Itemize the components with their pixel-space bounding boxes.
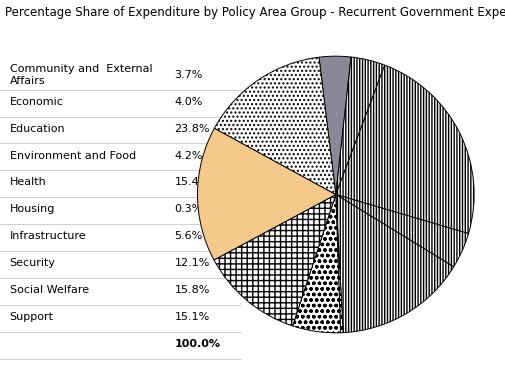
Text: Housing: Housing	[10, 204, 55, 214]
Wedge shape	[336, 57, 385, 195]
Wedge shape	[319, 56, 351, 195]
Wedge shape	[336, 65, 474, 233]
Text: 15.4%: 15.4%	[175, 177, 210, 188]
Text: 3.7%: 3.7%	[175, 70, 203, 80]
Text: 12.1%: 12.1%	[175, 258, 210, 268]
Wedge shape	[336, 195, 469, 267]
Text: Community and  External
Affairs: Community and External Affairs	[10, 64, 153, 86]
Text: Social Welfare: Social Welfare	[10, 285, 89, 295]
Text: Infrastructure: Infrastructure	[10, 231, 86, 241]
Wedge shape	[214, 195, 336, 326]
Wedge shape	[292, 195, 340, 333]
Text: Economic: Economic	[10, 97, 64, 107]
Text: 0.3%: 0.3%	[175, 204, 203, 214]
Text: Percentage Share of Expenditure by Policy Area Group - Recurrent Government Expe: Percentage Share of Expenditure by Polic…	[5, 6, 505, 18]
Text: Environment and Food: Environment and Food	[10, 150, 136, 160]
Text: Security: Security	[10, 258, 56, 268]
Wedge shape	[215, 57, 336, 195]
Text: 100.0%: 100.0%	[175, 339, 221, 349]
Wedge shape	[197, 128, 336, 260]
Text: 15.1%: 15.1%	[175, 312, 210, 322]
Text: 4.0%: 4.0%	[175, 97, 203, 107]
Text: 15.8%: 15.8%	[175, 285, 210, 295]
Text: 5.6%: 5.6%	[175, 231, 203, 241]
Text: Support: Support	[10, 312, 54, 322]
Text: Health: Health	[10, 177, 46, 188]
Text: 4.2%: 4.2%	[175, 150, 203, 160]
Text: Education: Education	[10, 124, 65, 134]
Wedge shape	[336, 195, 453, 333]
Text: 23.8%: 23.8%	[175, 124, 210, 134]
Wedge shape	[336, 195, 343, 333]
